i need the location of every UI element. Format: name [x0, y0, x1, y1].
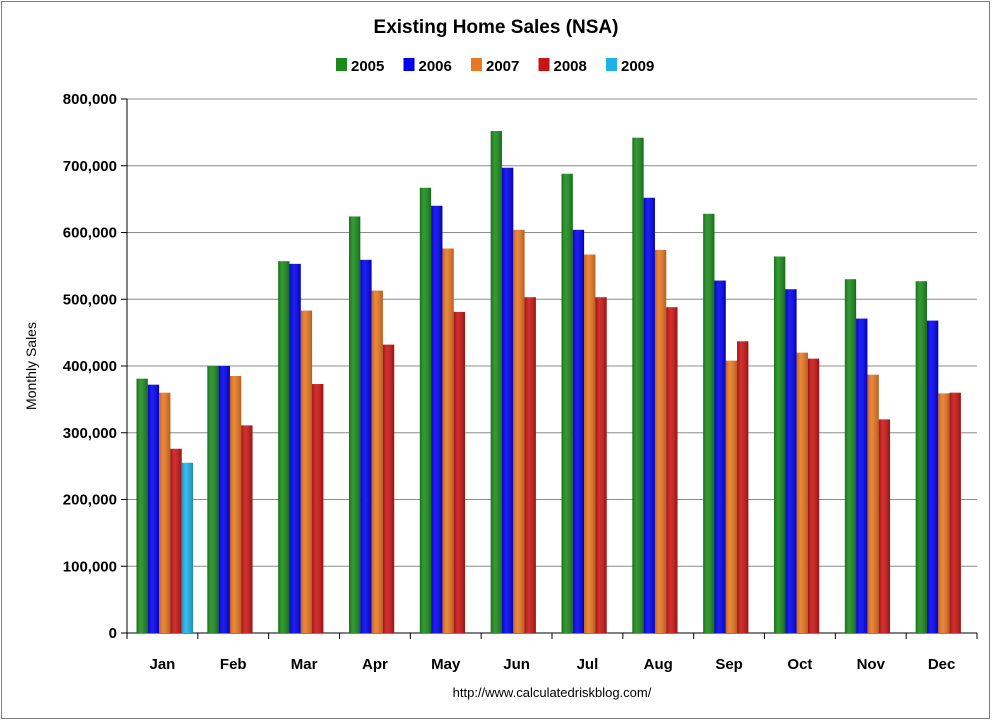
- y-tick-label: 300,000: [63, 425, 117, 442]
- x-tick-label-sep: Sep: [715, 656, 743, 673]
- legend: 2005 2006 2007 2008 2009: [336, 58, 654, 75]
- bar-2008-apr: [382, 344, 395, 633]
- bar-2006-aug: [643, 197, 655, 634]
- bar-2006-feb: [218, 366, 230, 633]
- bar-2007-oct: [796, 352, 808, 633]
- y-tick-label: 700,000: [63, 158, 117, 175]
- bar-2005-mar: [278, 261, 290, 633]
- legend-item-2007: 2007: [471, 58, 519, 75]
- bar-2008-nov: [878, 419, 891, 633]
- bar-2008-aug: [666, 307, 678, 633]
- bar-2005-may: [419, 187, 432, 633]
- bar-2005-sep: [703, 213, 715, 633]
- bar-2008-jul: [595, 297, 607, 633]
- x-tick-label-mar: Mar: [291, 656, 318, 673]
- legend-label: 2007: [486, 58, 519, 75]
- bar-2005-jul: [561, 173, 573, 633]
- x-tick-label-nov: Nov: [857, 656, 886, 673]
- x-tick-label-jul: Jul: [577, 656, 599, 673]
- legend-swatch: [606, 58, 617, 71]
- bar-2007-feb: [229, 376, 242, 633]
- y-axis-ticks: 0 100,000 200,000 300,000 400,000 500,000 600,…: [63, 91, 128, 642]
- chart-title: Existing Home Sales (NSA): [374, 17, 619, 38]
- legend-swatch: [336, 58, 347, 71]
- y-axis-label: Monthly Sales: [23, 322, 39, 410]
- bar-2007-jan: [159, 392, 171, 633]
- legend-swatch: [538, 58, 550, 71]
- legend-item-2008: 2008: [538, 58, 587, 75]
- bar-2008-feb: [241, 425, 253, 633]
- bar-2006-apr: [360, 259, 372, 633]
- bar-2008-oct: [807, 358, 820, 633]
- bar-2007-sep: [725, 360, 738, 633]
- legend-label: 2008: [554, 58, 587, 75]
- bar-2005-dec: [915, 281, 927, 633]
- bar-2005-apr: [349, 216, 361, 634]
- bar-2007-nov: [867, 374, 879, 633]
- bar-2008-sep: [737, 341, 749, 633]
- y-tick-label: 600,000: [63, 225, 117, 242]
- bar-2007-jun: [513, 229, 525, 633]
- y-tick-label: 400,000: [63, 358, 117, 375]
- x-axis-ticks: Jan Feb Mar Apr May Jun Jul Aug Sep Oct Nov Dec: [126, 633, 978, 673]
- bar-2008-may: [453, 311, 466, 633]
- source-url: http://www.calculatedriskblog.com/: [453, 685, 652, 700]
- y-tick-label: 100,000: [63, 558, 117, 575]
- legend-swatch: [471, 58, 482, 71]
- legend-item-2009: 2009: [606, 58, 654, 75]
- x-tick-label-jan: Jan: [149, 656, 175, 673]
- x-tick-label-aug: Aug: [644, 656, 673, 673]
- bar-2009-jan: [181, 462, 193, 633]
- y-tick-label: 0: [109, 625, 117, 642]
- bar-2006-jun: [501, 167, 514, 633]
- bar-2006-jul: [572, 229, 585, 633]
- y-tick-label: 500,000: [63, 291, 117, 308]
- bars: [136, 131, 961, 634]
- bar-2005-jun: [490, 131, 502, 634]
- bar-2007-apr: [371, 290, 383, 633]
- bar-2008-jan: [170, 448, 182, 633]
- legend-swatch: [403, 58, 415, 71]
- bar-2006-nov: [856, 318, 868, 633]
- bar-2007-may: [442, 248, 454, 633]
- bar-2006-oct: [785, 289, 797, 633]
- bar-2006-may: [431, 205, 443, 634]
- legend-item-2005: 2005: [336, 58, 384, 75]
- bar-2006-jan: [147, 384, 160, 633]
- bar-2005-jan: [136, 378, 148, 633]
- legend-label: 2009: [621, 58, 654, 75]
- bar-2007-jul: [584, 254, 596, 633]
- bar-2006-dec: [926, 320, 939, 633]
- bar-2008-dec: [949, 392, 961, 633]
- bar-2007-aug: [654, 249, 667, 634]
- bar-2005-aug: [632, 137, 644, 633]
- x-tick-label-feb: Feb: [220, 656, 247, 673]
- bar-2007-mar: [300, 310, 313, 633]
- bar-2008-jun: [524, 297, 536, 633]
- bar-2005-oct: [774, 256, 786, 633]
- x-tick-label-oct: Oct: [787, 656, 812, 673]
- legend-label: 2005: [351, 58, 384, 75]
- bar-2005-nov: [844, 279, 857, 633]
- x-tick-label-may: May: [431, 656, 461, 673]
- legend-item-2006: 2006: [403, 58, 452, 75]
- legend-label: 2006: [419, 58, 452, 75]
- x-tick-label-dec: Dec: [928, 656, 956, 673]
- y-tick-label: 800,000: [63, 91, 117, 108]
- bar-2006-mar: [289, 263, 301, 633]
- x-tick-label-apr: Apr: [362, 656, 388, 673]
- bar-2005-feb: [207, 366, 219, 633]
- bar-2008-mar: [312, 384, 324, 633]
- x-tick-label-jun: Jun: [503, 656, 530, 673]
- bar-2006-sep: [714, 280, 726, 633]
- y-tick-label: 200,000: [63, 492, 117, 509]
- bar-2007-dec: [938, 393, 950, 633]
